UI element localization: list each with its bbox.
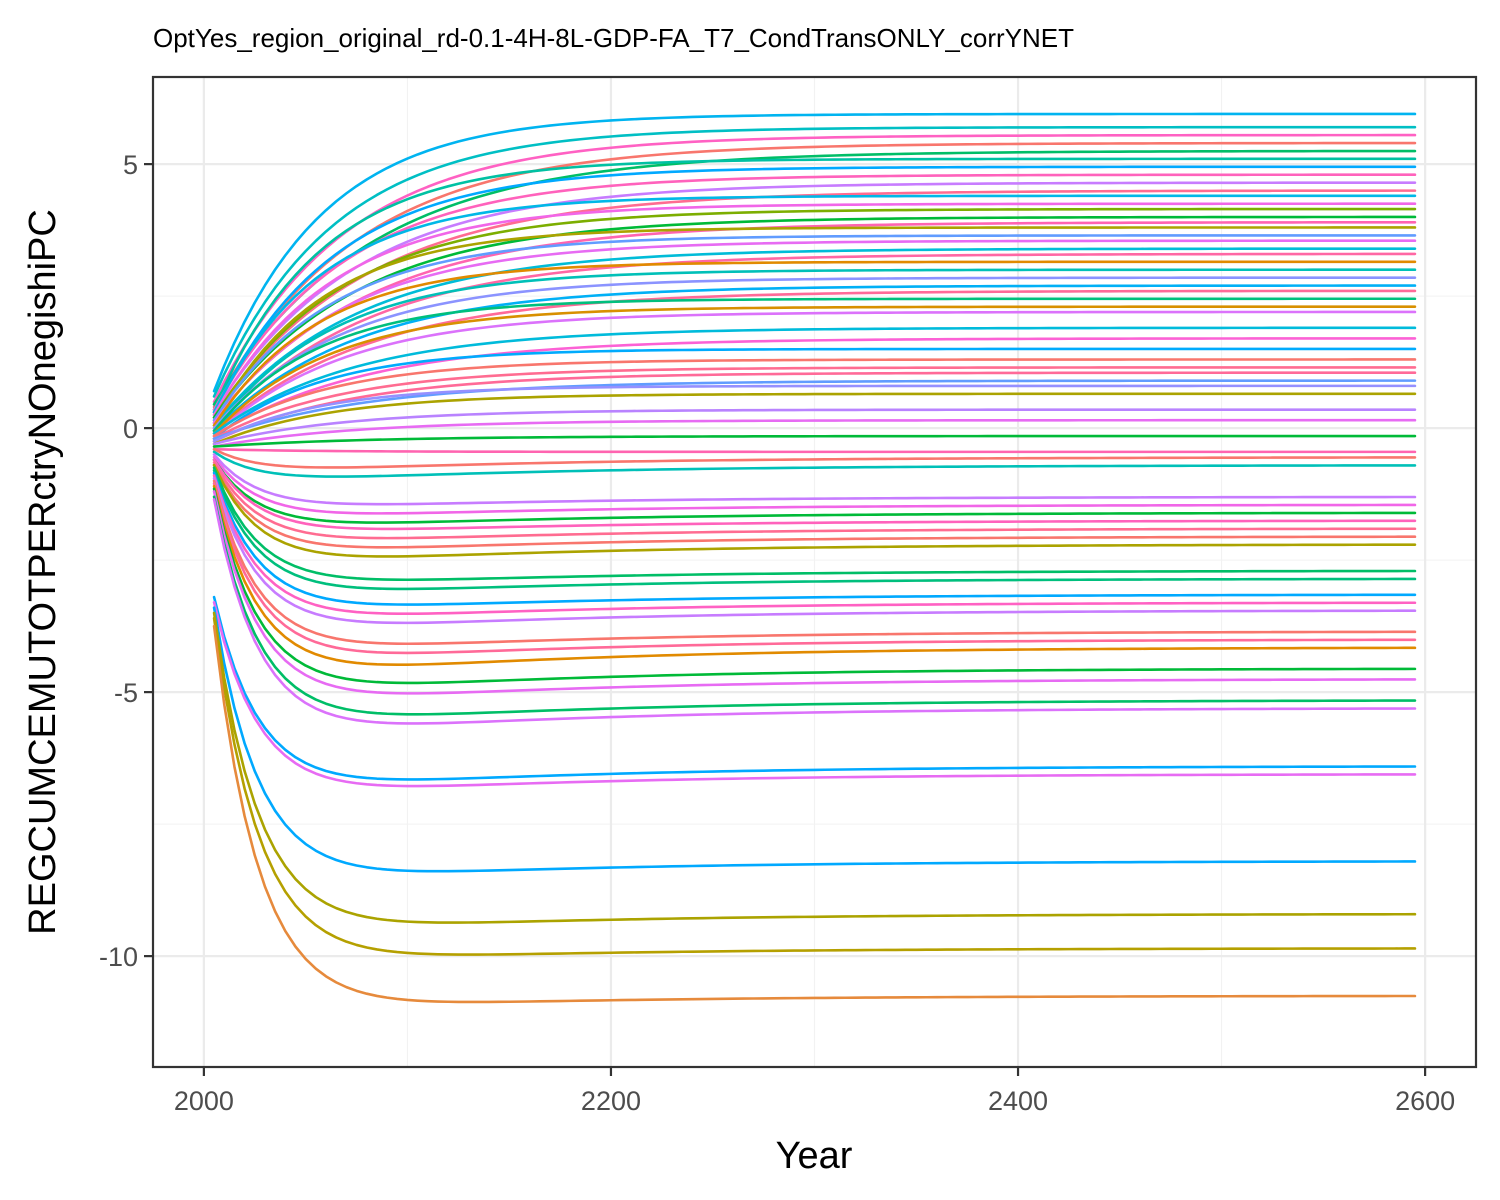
series-line [212, 112, 1417, 393]
series-line [212, 125, 1417, 398]
series-line [212, 606, 1417, 873]
series-line [212, 484, 1417, 667]
series-line [212, 366, 1417, 440]
series-line [212, 611, 1417, 924]
series-line [212, 173, 1417, 411]
series-line [212, 482, 1417, 655]
series-line [212, 202, 1417, 417]
series-line [212, 326, 1417, 435]
series-line [212, 392, 1417, 446]
series-line [212, 157, 1417, 411]
series-line [212, 189, 1417, 417]
y-tick-label: 0 [123, 414, 138, 444]
series-line [212, 149, 1417, 406]
series-line [212, 310, 1417, 438]
series-line [212, 276, 1417, 430]
x-axis-title: Year [776, 1135, 853, 1177]
x-tick-label: 2000 [174, 1086, 234, 1116]
series-line [212, 498, 1417, 725]
series-line [212, 305, 1417, 435]
plot-panel-border [151, 75, 1478, 1069]
series-line [212, 476, 1417, 625]
series-line [212, 450, 1417, 478]
x-tick-label: 2200 [581, 1086, 641, 1116]
y-tick-label: -5 [114, 678, 138, 708]
y-tick-label: -10 [99, 942, 138, 972]
series-line [212, 260, 1417, 427]
series-line [212, 384, 1417, 443]
series-line [212, 616, 1417, 956]
series-line [212, 447, 1417, 469]
y-tick-label: 5 [123, 150, 138, 180]
series-line [212, 495, 1417, 716]
series-line [212, 165, 1417, 414]
series-line [212, 455, 1417, 515]
series-line [212, 487, 1417, 685]
series-line [212, 247, 1417, 427]
series-line [212, 447, 1417, 454]
series-line [212, 434, 1417, 448]
series-line [212, 379, 1417, 440]
x-axis: 2000 2200 2400 2600 [174, 1067, 1455, 1116]
series-line [212, 347, 1417, 440]
series-line [212, 133, 1417, 404]
series-line [212, 207, 1417, 419]
series-line [212, 469, 1417, 591]
series-line [212, 624, 1417, 1004]
series-line [212, 371, 1417, 443]
series-line [212, 284, 1417, 433]
series-line [212, 268, 1417, 433]
series-line [212, 239, 1417, 425]
series-line [212, 474, 1417, 616]
series-line [212, 466, 1417, 582]
series-line [212, 226, 1417, 425]
series-line [212, 181, 1417, 414]
series-line [212, 490, 1417, 695]
x-tick-label: 2600 [1395, 1086, 1455, 1116]
series-line [212, 297, 1417, 433]
series-line [212, 358, 1417, 438]
series-line [212, 215, 1417, 419]
series-line [212, 408, 1417, 446]
series-line [212, 463, 1417, 549]
y-axis: -10 -5 0 5 [99, 150, 153, 972]
series-line [212, 471, 1417, 606]
series-line [212, 194, 1417, 414]
series-line [212, 453, 1417, 506]
series-line [212, 252, 1417, 430]
series-line [212, 337, 1417, 438]
series-line [212, 463, 1417, 558]
series-line [212, 141, 1417, 409]
series-lines [212, 112, 1417, 1004]
series-line [212, 418, 1417, 448]
series-line [212, 458, 1417, 531]
series-line [212, 234, 1417, 422]
chart-title: OptYes_region_original_rd-0.1-4H-8L-GDP-… [153, 23, 1074, 53]
series-line [212, 458, 1417, 524]
series-line [212, 595, 1417, 781]
x-tick-label: 2400 [988, 1086, 1048, 1116]
y-axis-title: REGCUMCEMUTOTPERctryNOnegishiPC [22, 209, 64, 935]
series-line [212, 220, 1417, 422]
series-line [212, 461, 1417, 540]
series-line [212, 601, 1417, 788]
series-line [212, 479, 1417, 646]
